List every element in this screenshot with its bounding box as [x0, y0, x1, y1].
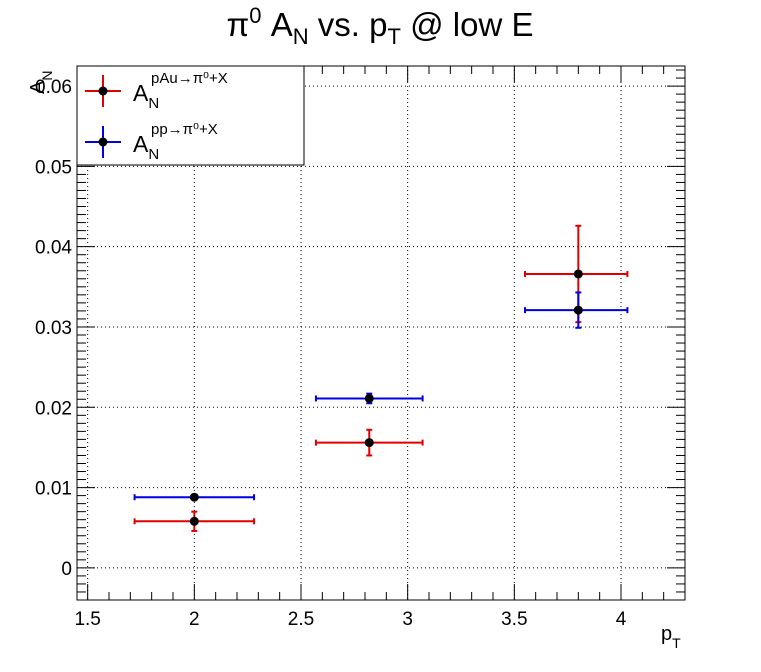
title-a: A	[262, 6, 293, 43]
title-p-sub: T	[387, 24, 400, 49]
y-tick-label: 0.03	[35, 318, 72, 339]
x-tick-label: 4	[616, 609, 627, 630]
y-tick-label: 0.05	[35, 157, 72, 178]
legend-marker	[98, 137, 108, 147]
plot-frame	[76, 65, 686, 601]
y-label-main: A	[27, 80, 49, 94]
legend-label-main: A	[133, 131, 149, 157]
data-point	[189, 492, 199, 502]
series-0	[133, 224, 629, 532]
series-1	[133, 291, 629, 502]
y-tick-label: 0	[61, 559, 72, 580]
x-label-sub: T	[672, 635, 681, 651]
data-point	[189, 516, 199, 526]
x-tick-label: 2.5	[288, 609, 314, 630]
x-tick-label: 1.5	[74, 609, 100, 630]
y-tick-label: 0.01	[35, 479, 72, 500]
data-series	[133, 224, 629, 532]
legend-entry: ANpAu→π⁰+X	[85, 70, 228, 112]
y-label-sub: N	[39, 71, 55, 81]
x-axis-label: pT	[661, 623, 681, 651]
legend-entry: ANpp→π⁰+X	[85, 121, 218, 163]
title-vs-p: vs. p	[309, 6, 388, 43]
data-point	[573, 305, 583, 315]
legend-box	[76, 65, 305, 166]
title-a-sub: N	[293, 24, 309, 49]
title-pi: π	[227, 6, 250, 43]
x-tick-label: 3.5	[501, 609, 527, 630]
data-point	[364, 393, 374, 403]
legend-label-sup: pp→π⁰+X	[151, 121, 218, 138]
axis-ticks: 1.5 2 2.5 3 3.5 4 0 0.01 0.02 0.03 0.04 0.05 0.06	[35, 66, 686, 630]
legend-label: ANpp→π⁰+X	[133, 121, 218, 163]
legend-label-sub: N	[148, 146, 159, 163]
x-label-main: p	[661, 623, 672, 645]
y-tick-label: 0.02	[35, 398, 72, 419]
y-axis-label: AN	[27, 71, 55, 94]
legend-label-sup: pAu→π⁰+X	[151, 70, 228, 87]
x-tick-label: 2	[189, 609, 200, 630]
title-pi-sup: 0	[249, 3, 261, 28]
legend-label-main: A	[133, 80, 149, 106]
x-tick-label: 3	[402, 609, 413, 630]
chart-title: π0 AN vs. pT @ low E	[227, 3, 534, 49]
legend-label: ANpAu→π⁰+X	[133, 70, 228, 112]
title-end: @ low E	[401, 6, 534, 43]
legend-label-sub: N	[148, 95, 159, 112]
data-point	[573, 269, 583, 279]
y-tick-label: 0.06	[35, 77, 72, 98]
legend-marker	[98, 86, 108, 96]
y-tick-label: 0.04	[35, 238, 72, 259]
data-point	[364, 438, 374, 448]
